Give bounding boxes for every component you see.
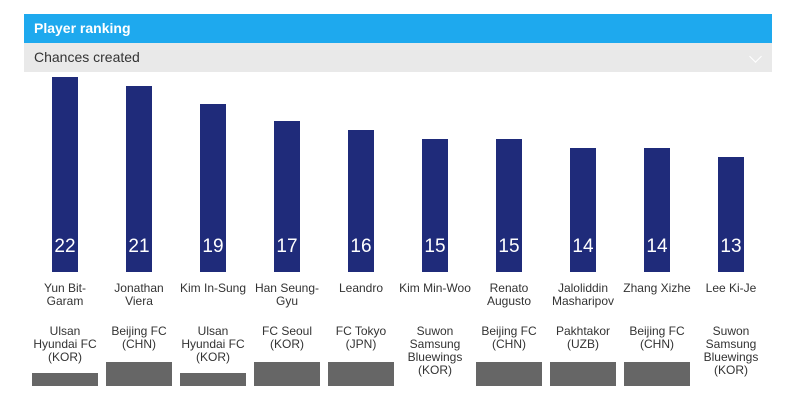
- bar: [126, 85, 152, 272]
- value-label: 17: [276, 236, 298, 257]
- player-name: Kim Min-Woo: [399, 281, 471, 295]
- club-logo: [254, 362, 320, 386]
- bar: [644, 147, 670, 272]
- club-logo: [106, 362, 172, 386]
- value-label: 19: [202, 236, 224, 257]
- bar: [718, 156, 744, 272]
- club-logo: [476, 362, 542, 386]
- player-name: Yun Bit-Garam: [43, 281, 87, 308]
- club-name: Suwon Samsung Bluewings (KOR): [407, 324, 463, 377]
- player-name: Kim In-Sung: [179, 281, 247, 295]
- club-name: Beijing FC (CHN): [481, 324, 537, 351]
- club-logo: [550, 362, 616, 386]
- club-name: Ulsan Hyundai FC (KOR): [33, 324, 97, 364]
- player-name: Jaloliddin Masharipov: [551, 281, 615, 308]
- metric-selector[interactable]: Chances created: [24, 43, 772, 72]
- bar: [496, 139, 522, 272]
- player-name: Zhang Xizhe: [623, 281, 691, 295]
- bar: [52, 77, 78, 272]
- bar: [200, 103, 226, 272]
- value-label: 22: [54, 236, 76, 257]
- value-label: 13: [720, 236, 742, 257]
- club-logo: [624, 362, 690, 386]
- club-name: Ulsan Hyundai FC (KOR): [181, 324, 245, 364]
- player-name: Lee Ki-Je: [705, 281, 757, 295]
- club-name: Pakhtakor (UZB): [555, 324, 611, 351]
- player-name: Leandro: [338, 281, 384, 295]
- club-logo: [180, 373, 246, 386]
- club-logo: [32, 373, 98, 386]
- player-name: Renato Augusto: [486, 281, 532, 308]
- bar: [274, 121, 300, 272]
- club-name: Beijing FC (CHN): [111, 324, 167, 351]
- club-logo: [328, 362, 394, 386]
- player-name: Han Seung-Gyu: [254, 281, 320, 308]
- value-label: 21: [128, 236, 150, 257]
- club-name: Beijing FC (CHN): [629, 324, 685, 351]
- club-name: Suwon Samsung Bluewings (KOR): [703, 324, 759, 377]
- value-label: 14: [646, 236, 668, 257]
- club-name: FC Seoul (KOR): [261, 324, 313, 351]
- header: Player ranking: [24, 14, 772, 43]
- value-label: 16: [350, 236, 372, 257]
- club-name: FC Tokyo (JPN): [335, 324, 387, 351]
- value-label: 14: [572, 236, 594, 257]
- subtitle: Chances created: [34, 49, 140, 65]
- bar: [422, 139, 448, 272]
- value-label: 15: [424, 236, 446, 257]
- bar: [348, 130, 374, 272]
- chevron: [749, 50, 762, 63]
- bar: [570, 147, 596, 272]
- player-name: Jonathan Viera: [114, 281, 164, 308]
- value-label: 15: [498, 236, 520, 257]
